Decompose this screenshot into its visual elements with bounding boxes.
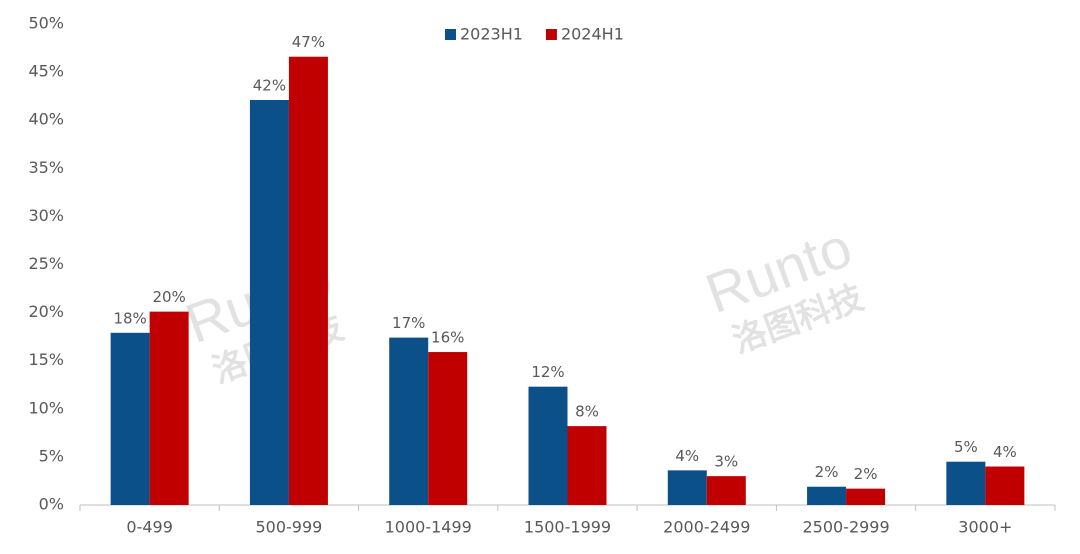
y-tick-label: 20% bbox=[28, 302, 64, 321]
bar bbox=[389, 337, 429, 505]
x-tick-label: 0-499 bbox=[126, 518, 173, 537]
bar bbox=[249, 99, 289, 506]
bar bbox=[667, 470, 707, 505]
y-tick-label: 25% bbox=[28, 254, 64, 273]
legend-swatch bbox=[445, 29, 456, 40]
data-label: 18% bbox=[113, 309, 146, 327]
y-tick-label: 35% bbox=[28, 158, 64, 177]
y-tick-label: 50% bbox=[28, 14, 64, 33]
legend-label: 2023H1 bbox=[460, 25, 523, 44]
x-tick-label: 3000+ bbox=[958, 518, 1012, 537]
data-label: 4% bbox=[993, 443, 1017, 461]
bar bbox=[946, 461, 986, 505]
y-tick-label: 5% bbox=[39, 446, 64, 465]
bar bbox=[706, 476, 746, 505]
data-label: 8% bbox=[575, 403, 599, 421]
bar bbox=[110, 332, 150, 505]
y-tick-label: 40% bbox=[28, 110, 64, 129]
data-label: 4% bbox=[675, 447, 699, 465]
bar bbox=[567, 426, 607, 505]
legend-label: 2024H1 bbox=[561, 25, 624, 44]
y-tick-label: 15% bbox=[28, 350, 64, 369]
data-label: 3% bbox=[714, 453, 738, 471]
data-label: 20% bbox=[152, 288, 185, 306]
x-tick-label: 2500-2999 bbox=[802, 518, 889, 537]
bar bbox=[428, 352, 468, 505]
bar bbox=[985, 466, 1025, 505]
data-label: 2% bbox=[854, 465, 878, 483]
data-label: 2% bbox=[815, 463, 839, 481]
data-label: 42% bbox=[253, 76, 286, 94]
bar bbox=[149, 311, 189, 505]
bar bbox=[288, 56, 328, 505]
x-tick-label: 1000-1499 bbox=[385, 518, 472, 537]
bar bbox=[846, 488, 886, 505]
y-tick-label: 45% bbox=[28, 62, 64, 81]
x-tick-label: 2000-2499 bbox=[663, 518, 750, 537]
x-tick-label: 500-999 bbox=[255, 518, 322, 537]
x-tick-label: 1500-1999 bbox=[524, 518, 611, 537]
data-label: 12% bbox=[531, 363, 564, 381]
data-label: 17% bbox=[392, 314, 425, 332]
data-label: 47% bbox=[292, 33, 325, 51]
y-tick-label: 10% bbox=[28, 398, 64, 417]
y-tick-label: 30% bbox=[28, 206, 64, 225]
bar bbox=[807, 486, 847, 505]
data-label: 5% bbox=[954, 438, 978, 456]
y-tick-label: 0% bbox=[39, 495, 64, 514]
data-label: 16% bbox=[431, 329, 464, 347]
legend-swatch bbox=[545, 29, 557, 40]
bar bbox=[528, 386, 568, 505]
